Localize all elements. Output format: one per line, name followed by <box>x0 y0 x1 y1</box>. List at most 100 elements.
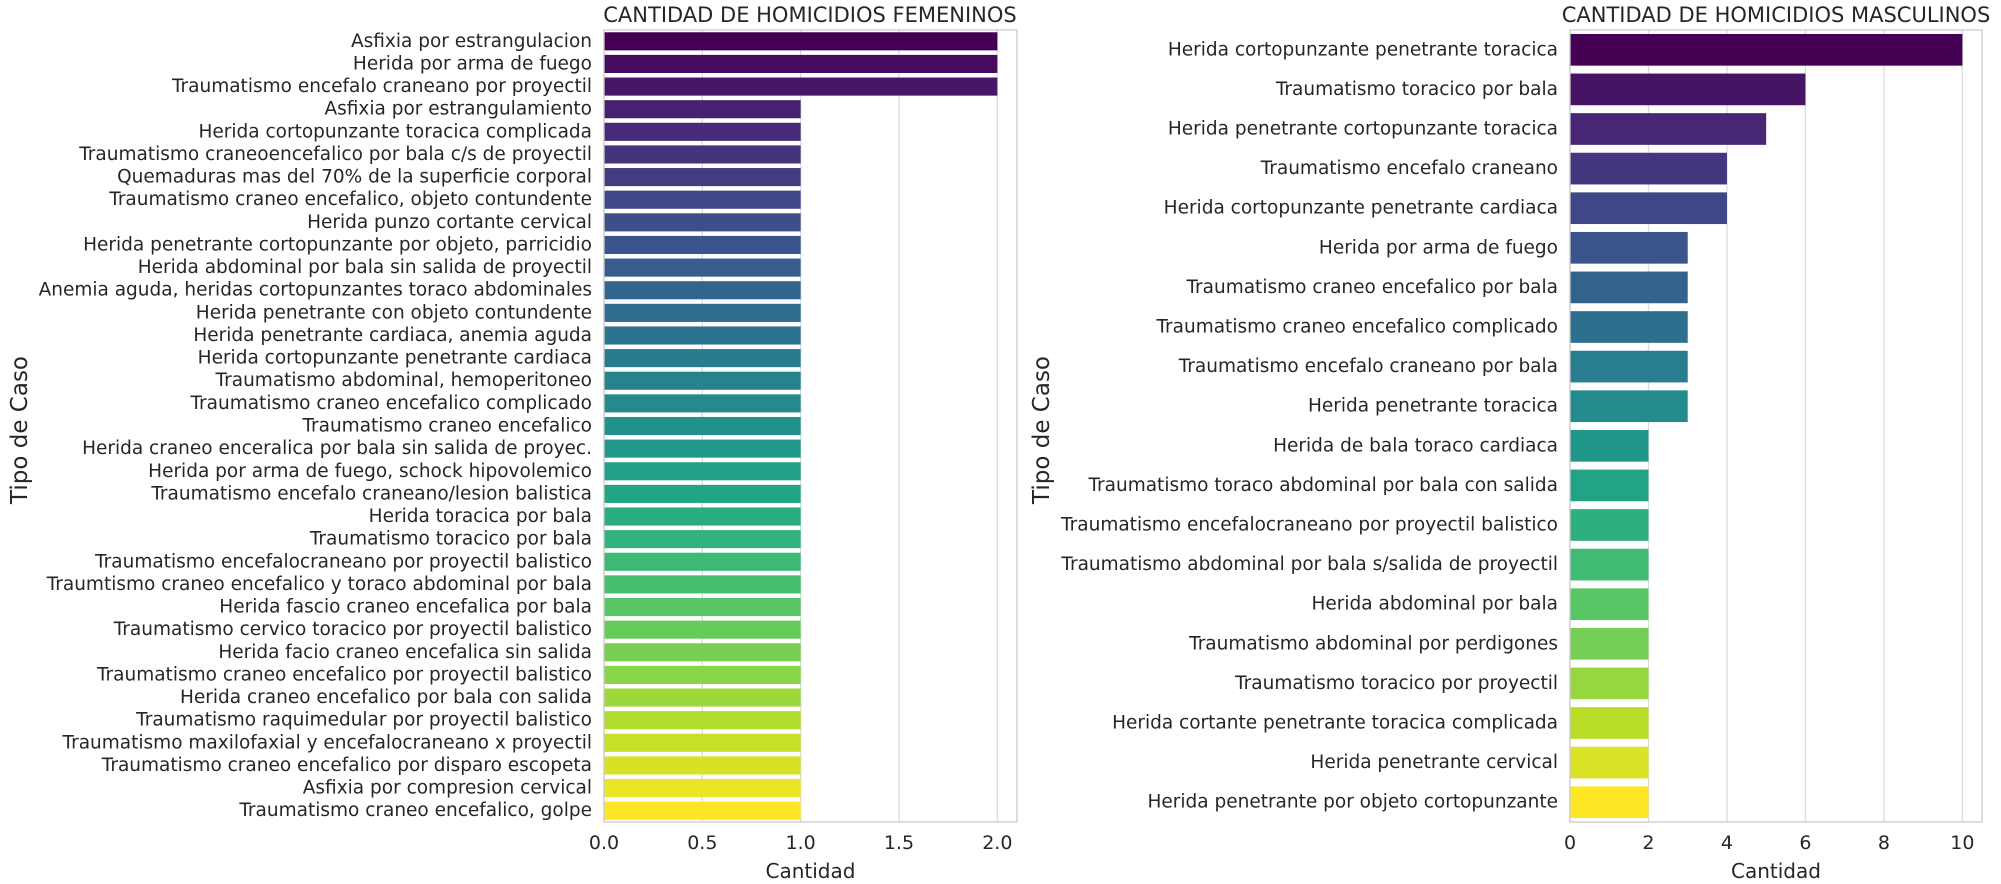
x-tick-label: 8 <box>1878 832 1890 854</box>
x-axis-title: Cantidad <box>1731 859 1821 883</box>
category-label: Herida abdominal por bala sin salida de … <box>138 257 592 278</box>
bar <box>1570 627 1649 660</box>
plot-frame <box>1569 29 1983 823</box>
category-label: Traumatismo craneo encefalico, objeto co… <box>108 189 592 210</box>
bar <box>1570 746 1649 779</box>
category-label: Traumatismo craneo encefalico por proyec… <box>96 664 592 685</box>
x-tick-label: 0.5 <box>687 832 717 854</box>
category-label: Herida cortopunzante penetrante cardiaca <box>1164 198 1558 219</box>
category-label: Traumatismo toraco abdominal por bala co… <box>1087 475 1558 496</box>
category-label: Herida penetrante cortopunzante toracica <box>1168 119 1558 140</box>
x-tick-label: 2.0 <box>982 832 1012 854</box>
category-label: Traumatismo toracico por proyectil <box>1234 673 1558 694</box>
bar <box>604 77 998 96</box>
category-label: Herida penetrante cardiaca, anemia aguda <box>193 325 592 346</box>
category-label: Traumatismo encefalo craneano <box>1260 158 1558 179</box>
bar <box>1570 33 1963 66</box>
chart-title: CANTIDAD DE HOMICIDIOS FEMENINOS <box>603 3 1016 27</box>
bar <box>604 665 801 684</box>
category-label: Traumatismo craneo encefalico complicado <box>189 393 592 414</box>
bar <box>604 303 801 322</box>
bar <box>1570 667 1649 700</box>
bar <box>604 462 801 481</box>
bar <box>604 281 801 300</box>
category-label: Herida por arma de fuego <box>353 53 592 74</box>
chart-panel-male: Herida cortopunzante penetrante toracica… <box>1029 3 1990 883</box>
bar <box>1570 152 1727 185</box>
bar <box>604 484 801 503</box>
bar <box>604 100 801 119</box>
category-label: Herida penetrante por objeto cortopunzan… <box>1147 792 1558 813</box>
x-tick-label: 1.5 <box>884 832 914 854</box>
bar <box>604 326 801 345</box>
bar <box>1570 588 1649 621</box>
bar <box>604 597 801 617</box>
category-label: Herida por arma de fuego <box>1319 237 1558 258</box>
category-label: Herida cortopunzante toracica complicada <box>199 121 593 142</box>
category-label: Traumatismo craneo encefalico complicado <box>1155 317 1558 338</box>
category-label: Herida cortante penetrante toracica comp… <box>1112 713 1558 734</box>
category-label: Traumatismo craneo encefalico, golpe <box>238 800 592 821</box>
category-label: Traumatismo maxilofaxial y encefalocrane… <box>62 732 592 753</box>
category-label: Traumatismo craneo encefalico <box>301 416 592 437</box>
bar <box>604 507 801 526</box>
category-label: Herida punzo cortante cervical <box>307 212 592 233</box>
category-label: Herida de bala toraco cardiaca <box>1273 435 1558 456</box>
x-tick-label: 10 <box>1950 832 1974 854</box>
category-label: Asfixia por estrangulacion <box>351 31 592 52</box>
bar <box>604 779 801 798</box>
bar <box>1570 271 1688 304</box>
category-label: Traumatismo encefalo craneano/lesion bal… <box>150 483 592 504</box>
category-label: Herida abdominal por bala <box>1312 594 1559 615</box>
category-label: Herida por arma de fuego, schock hipovol… <box>148 461 592 482</box>
category-label: Traumatismo toracico por bala <box>309 529 592 550</box>
bar <box>604 32 998 51</box>
x-tick-label: 0.0 <box>589 832 619 854</box>
category-label: Traumatismo encefalocraneano por proyect… <box>1060 515 1558 536</box>
bar <box>1570 509 1649 541</box>
category-label: Traumtismo craneo encefalico y toraco ab… <box>46 574 592 595</box>
category-label: Herida toracica por bala <box>369 506 592 527</box>
bar <box>604 145 801 164</box>
bar <box>604 190 801 209</box>
bar <box>604 756 801 775</box>
bar <box>604 258 801 277</box>
plot-frame <box>603 29 1018 823</box>
category-label: Traumatismo abdominal por perdigones <box>1188 633 1558 654</box>
bar <box>604 416 801 436</box>
x-tick-label: 2 <box>1642 832 1654 854</box>
category-label: Traumatismo encefalocraneano por proyect… <box>94 551 592 572</box>
category-label: Herida cortopunzante penetrante cardiaca <box>198 348 592 369</box>
bar <box>604 394 801 413</box>
bar <box>1570 707 1649 739</box>
category-label: Herida fascio craneo encefalica por bala <box>219 597 592 618</box>
bar <box>604 801 801 820</box>
y-axis-title: Tipo de Caso <box>1029 356 1055 505</box>
category-label: Herida craneo enceralica por bala sin sa… <box>82 438 592 459</box>
bar <box>1570 548 1649 581</box>
category-label: Herida facio craneo encefalica sin salid… <box>218 642 592 663</box>
bar <box>604 733 801 752</box>
category-label: Anemia aguda, heridas cortopunzantes tor… <box>39 280 592 301</box>
category-label: Traumatismo encefalo craneano por bala <box>1178 356 1558 377</box>
bar <box>604 575 801 594</box>
x-tick-label: 4 <box>1721 832 1733 854</box>
bar <box>1570 429 1649 462</box>
bar <box>604 643 801 662</box>
chart-title: CANTIDAD DE HOMICIDIOS MASCULINOS <box>1562 3 1991 27</box>
bar <box>1570 113 1767 145</box>
category-label: Herida penetrante cervical <box>1310 752 1558 773</box>
category-label: Traumatismo raquimedular por proyectil b… <box>135 710 592 731</box>
bar <box>604 620 801 639</box>
bar <box>604 122 801 141</box>
category-label: Herida penetrante cortopunzante por obje… <box>83 234 592 255</box>
category-label: Traumatismo abdominal por bala s/salida … <box>1060 554 1558 575</box>
bar <box>1570 192 1727 225</box>
category-label: Traumatismo craneo encefalico por bala <box>1185 277 1558 298</box>
category-label: Herida craneo encefalico por bala con sa… <box>180 687 592 708</box>
y-axis-title: Tipo de Caso <box>7 356 33 505</box>
category-label: Herida penetrante toracica <box>1308 396 1558 417</box>
category-label: Herida cortopunzante penetrante toracica <box>1168 39 1558 60</box>
bar <box>1570 469 1649 502</box>
